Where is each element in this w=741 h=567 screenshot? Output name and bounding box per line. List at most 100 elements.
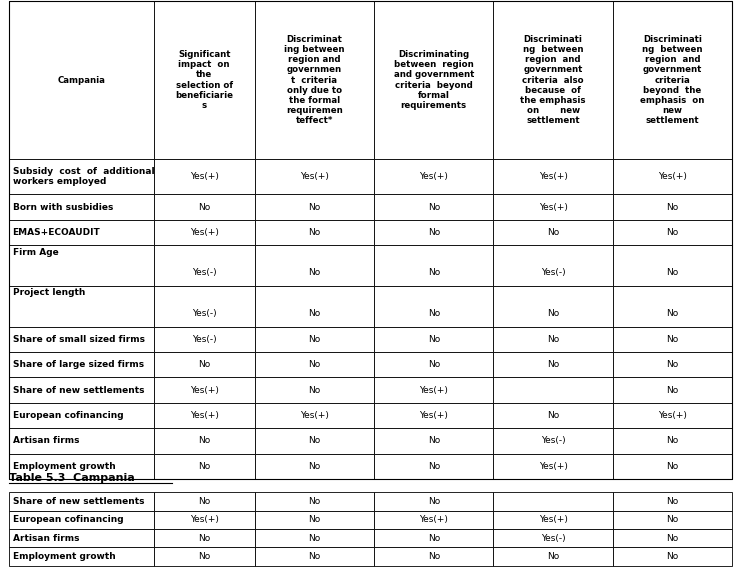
Bar	[613, 548, 732, 566]
Text: European cofinancing: European cofinancing	[13, 515, 123, 524]
Text: Share of large sized firms: Share of large sized firms	[13, 360, 144, 369]
Bar	[374, 286, 494, 327]
Bar	[613, 286, 732, 327]
Bar	[255, 159, 374, 194]
Text: No: No	[666, 497, 679, 506]
Text: Yes(+): Yes(+)	[190, 386, 219, 395]
Text: Yes(+): Yes(+)	[539, 172, 568, 181]
Text: No: No	[428, 534, 440, 543]
Text: No: No	[308, 202, 321, 211]
Text: No: No	[428, 462, 440, 471]
Text: Yes(+): Yes(+)	[419, 515, 448, 524]
Text: No: No	[308, 515, 321, 524]
Bar	[374, 510, 494, 529]
Bar	[153, 286, 255, 327]
Text: No: No	[308, 360, 321, 369]
Text: Yes(+): Yes(+)	[419, 172, 448, 181]
Text: Discriminati
ng  between
region  and
government
criteria
beyond  the
emphasis  o: Discriminati ng between region and gover…	[640, 35, 705, 125]
Bar	[9, 378, 153, 403]
Bar	[255, 378, 374, 403]
Bar	[9, 1, 153, 159]
Bar	[9, 428, 153, 454]
Text: Yes(+): Yes(+)	[658, 172, 687, 181]
Text: Artisan firms: Artisan firms	[13, 534, 79, 543]
Bar	[9, 403, 153, 428]
Text: No: No	[198, 437, 210, 446]
Text: No: No	[308, 534, 321, 543]
Text: No: No	[198, 202, 210, 211]
Text: No: No	[428, 228, 440, 237]
Bar	[153, 403, 255, 428]
Text: No: No	[308, 386, 321, 395]
Text: No: No	[308, 228, 321, 237]
Bar	[9, 327, 153, 352]
Bar	[374, 159, 494, 194]
Bar	[613, 454, 732, 479]
Bar	[9, 220, 153, 246]
Bar	[374, 403, 494, 428]
Bar	[255, 529, 374, 548]
Bar	[374, 428, 494, 454]
Bar	[9, 194, 153, 220]
Bar	[494, 194, 613, 220]
Bar	[374, 454, 494, 479]
Bar	[494, 378, 613, 403]
Bar	[255, 548, 374, 566]
Text: No: No	[666, 268, 679, 277]
Bar	[9, 159, 153, 194]
Text: EMAS+ECOAUDIT: EMAS+ECOAUDIT	[13, 228, 100, 237]
Bar	[613, 510, 732, 529]
Bar	[613, 378, 732, 403]
Bar	[255, 1, 374, 159]
Bar	[374, 378, 494, 403]
Text: No: No	[547, 335, 559, 344]
Bar	[613, 403, 732, 428]
Bar	[613, 492, 732, 510]
Bar	[153, 220, 255, 246]
Bar	[494, 454, 613, 479]
Text: No: No	[308, 497, 321, 506]
Text: No: No	[547, 360, 559, 369]
Text: Yes(-): Yes(-)	[541, 437, 565, 446]
Text: No: No	[666, 335, 679, 344]
Bar	[613, 194, 732, 220]
Text: Campania: Campania	[57, 75, 105, 84]
Text: No: No	[308, 335, 321, 344]
Text: Yes(+): Yes(+)	[539, 202, 568, 211]
Bar	[255, 246, 374, 286]
Text: No: No	[428, 360, 440, 369]
Text: No: No	[308, 309, 321, 318]
Text: Significant
impact  on
the
selection of
beneficiarie
s: Significant impact on the selection of b…	[175, 50, 233, 109]
Text: No: No	[666, 228, 679, 237]
Text: Yes(+): Yes(+)	[419, 386, 448, 395]
Bar	[153, 246, 255, 286]
Bar	[153, 428, 255, 454]
Text: No: No	[428, 202, 440, 211]
Text: No: No	[308, 268, 321, 277]
Text: Discriminati
ng  between
region  and
government
criteria  also
because  of
the e: Discriminati ng between region and gover…	[520, 35, 586, 125]
Text: Yes(+): Yes(+)	[300, 172, 329, 181]
Text: No: No	[666, 386, 679, 395]
Bar	[613, 159, 732, 194]
Bar	[613, 529, 732, 548]
Bar	[9, 352, 153, 378]
Text: Yes(-): Yes(-)	[192, 268, 216, 277]
Text: No: No	[308, 462, 321, 471]
Text: Share of small sized firms: Share of small sized firms	[13, 335, 144, 344]
Text: No: No	[666, 515, 679, 524]
Bar	[9, 246, 153, 286]
Bar	[374, 548, 494, 566]
Text: No: No	[666, 437, 679, 446]
Bar	[153, 548, 255, 566]
Text: Yes(+): Yes(+)	[190, 172, 219, 181]
Text: Yes(+): Yes(+)	[190, 515, 219, 524]
Text: No: No	[198, 497, 210, 506]
Bar	[153, 529, 255, 548]
Bar	[374, 492, 494, 510]
Text: No: No	[547, 552, 559, 561]
Bar	[613, 246, 732, 286]
Bar	[613, 352, 732, 378]
Bar	[494, 1, 613, 159]
Text: Project length: Project length	[13, 288, 85, 297]
Bar	[374, 1, 494, 159]
